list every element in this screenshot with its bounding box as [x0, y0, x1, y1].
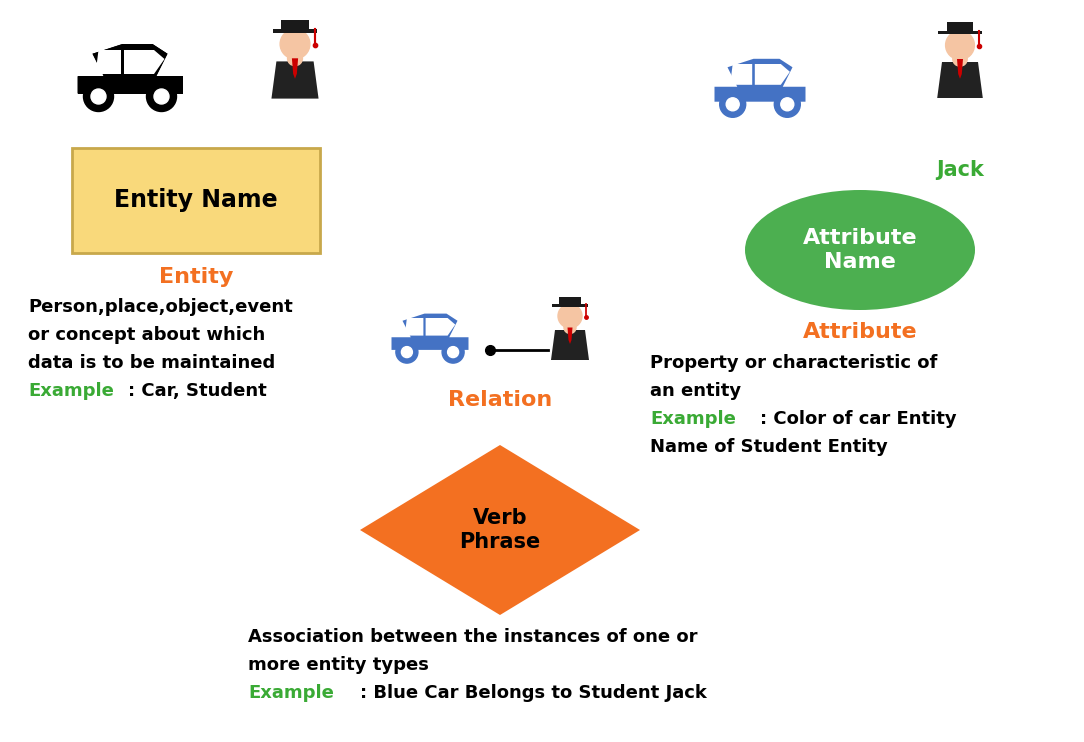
Circle shape: [401, 347, 412, 358]
Text: Person,place,object,event: Person,place,object,event: [28, 298, 293, 316]
Ellipse shape: [745, 190, 975, 310]
Text: Entity: Entity: [159, 267, 233, 287]
Circle shape: [953, 52, 967, 66]
Circle shape: [945, 31, 975, 59]
Circle shape: [287, 51, 302, 66]
Polygon shape: [957, 59, 963, 79]
Circle shape: [558, 304, 582, 328]
Text: more entity types: more entity types: [248, 656, 429, 674]
Polygon shape: [731, 64, 752, 85]
Text: Example: Example: [650, 410, 736, 428]
Circle shape: [280, 29, 310, 59]
Circle shape: [780, 98, 793, 111]
FancyBboxPatch shape: [72, 148, 320, 253]
Polygon shape: [754, 64, 790, 85]
Text: : Color of car Entity: : Color of car Entity: [760, 410, 956, 428]
Polygon shape: [77, 76, 182, 93]
Circle shape: [154, 89, 169, 104]
Polygon shape: [939, 31, 982, 34]
Polygon shape: [391, 314, 468, 350]
Polygon shape: [946, 22, 973, 31]
Polygon shape: [271, 62, 319, 99]
Circle shape: [91, 89, 106, 104]
Circle shape: [396, 341, 418, 363]
Text: Example: Example: [248, 684, 334, 702]
Polygon shape: [282, 20, 309, 30]
Polygon shape: [124, 50, 165, 74]
Text: Relation: Relation: [448, 390, 552, 410]
Polygon shape: [273, 29, 318, 33]
Text: an entity: an entity: [650, 382, 741, 400]
Polygon shape: [292, 59, 298, 79]
Polygon shape: [568, 327, 572, 344]
Polygon shape: [92, 44, 168, 76]
Text: or concept about which: or concept about which: [28, 326, 266, 344]
Text: Attribute
Name: Attribute Name: [802, 229, 917, 272]
Circle shape: [83, 82, 114, 111]
Circle shape: [448, 347, 459, 358]
Polygon shape: [426, 318, 455, 335]
Text: data is to be maintained: data is to be maintained: [28, 354, 275, 372]
Circle shape: [720, 91, 746, 117]
Polygon shape: [95, 50, 121, 74]
Polygon shape: [559, 297, 581, 304]
Text: Property or characteristic of: Property or characteristic of: [650, 354, 938, 372]
Text: Jack: Jack: [937, 160, 984, 180]
Polygon shape: [360, 445, 640, 615]
Text: Entity Name: Entity Name: [114, 188, 278, 212]
Polygon shape: [714, 59, 805, 102]
Circle shape: [442, 341, 464, 363]
Polygon shape: [938, 62, 983, 98]
Circle shape: [564, 321, 576, 333]
Polygon shape: [77, 44, 182, 93]
Circle shape: [726, 98, 739, 111]
Circle shape: [146, 82, 177, 111]
Text: Association between the instances of one or: Association between the instances of one…: [248, 628, 697, 646]
Polygon shape: [552, 304, 588, 307]
Text: : Car, Student: : Car, Student: [128, 382, 267, 400]
Text: Attribute: Attribute: [802, 322, 917, 342]
Text: Example: Example: [28, 382, 114, 400]
Polygon shape: [404, 318, 424, 335]
Polygon shape: [551, 330, 589, 360]
Text: Name of Student Entity: Name of Student Entity: [650, 438, 888, 456]
Text: Verb
Phrase: Verb Phrase: [460, 508, 541, 551]
Circle shape: [774, 91, 800, 117]
Text: : Blue Car Belongs to Student Jack: : Blue Car Belongs to Student Jack: [360, 684, 707, 702]
